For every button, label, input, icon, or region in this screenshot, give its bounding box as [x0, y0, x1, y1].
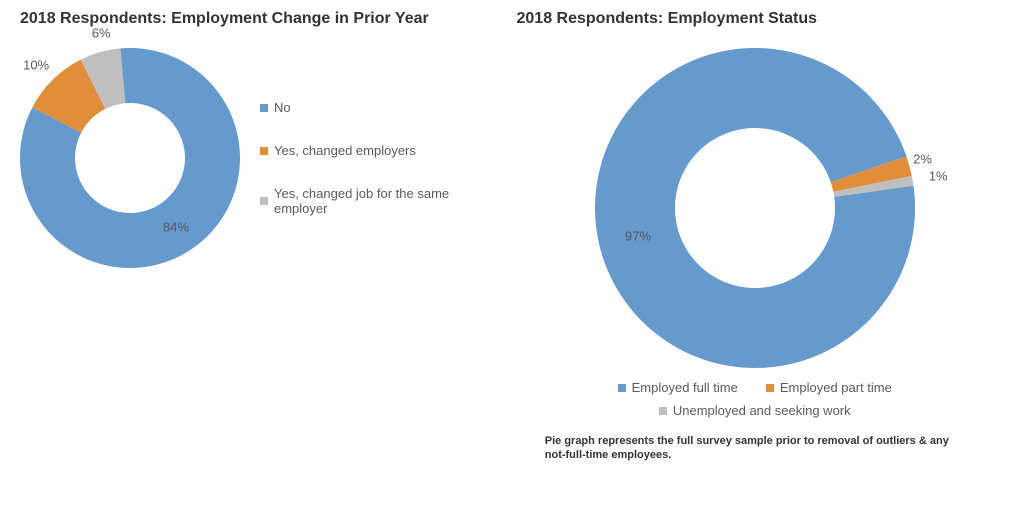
legend-label: No [274, 100, 291, 115]
legend-swatch [659, 407, 667, 415]
slice-pct-label: 1% [929, 168, 948, 183]
slice-pct-label: 2% [913, 152, 932, 167]
chart-container: 2018 Respondents: Employment Change in P… [0, 0, 1013, 522]
legend-swatch [260, 147, 268, 155]
slice-pct-label: 84% [163, 219, 189, 234]
slice-pct-label: 10% [23, 57, 49, 72]
legend-swatch [260, 104, 268, 112]
legend-item: Employed full time [618, 380, 738, 395]
legend-item: Yes, changed job for the same employer [260, 186, 497, 216]
legend-swatch [618, 384, 626, 392]
chart-footnote: Pie graph represents the full survey sam… [545, 434, 965, 463]
chart-title-right: 2018 Respondents: Employment Status [517, 10, 994, 28]
legend-swatch [766, 384, 774, 392]
legend-item: Yes, changed employers [260, 143, 497, 158]
legend-right: Employed full time Employed part time Unem… [517, 380, 994, 418]
legend-item: No [260, 100, 497, 115]
legend-item: Employed part time [766, 380, 892, 395]
legend-label: Yes, changed job for the same employer [274, 186, 497, 216]
right-block: 97%2%1% Employed full timeEmployed part … [517, 48, 994, 463]
legend-label: Employed part time [780, 380, 892, 395]
legend-left: No Yes, changed employers Yes, changed job… [260, 100, 497, 216]
legend-swatch [260, 197, 268, 205]
left-chart-row: 84%10%6% NoYes, changed employersYes, ch… [20, 48, 497, 268]
donut-slice [595, 48, 915, 368]
legend-label: Unemployed and seeking work [673, 403, 851, 418]
right-panel: 2018 Respondents: Employment Status 97%2… [507, 0, 1013, 522]
donut-chart-left: 84%10%6% [20, 48, 240, 268]
legend-label: Employed full time [632, 380, 738, 395]
left-panel: 2018 Respondents: Employment Change in P… [0, 0, 507, 522]
legend-label: Yes, changed employers [274, 143, 416, 158]
legend-item: Unemployed and seeking work [659, 403, 851, 418]
slice-pct-label: 6% [92, 25, 111, 40]
donut-chart-right: 97%2%1% [595, 48, 915, 368]
slice-pct-label: 97% [625, 228, 651, 243]
